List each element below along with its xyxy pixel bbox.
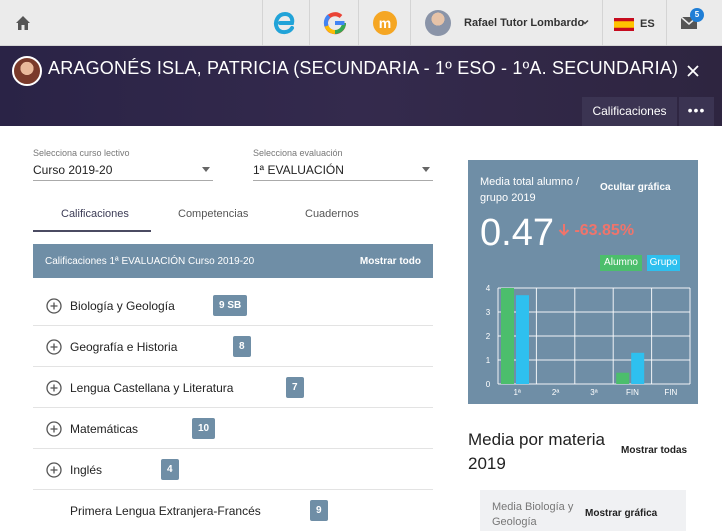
average-chart-card: Media total alumno / grupo 2019 Ocultar …	[468, 160, 698, 404]
tab-calificaciones-header[interactable]: Calificaciones	[582, 97, 677, 126]
y-tick-label: 0	[486, 380, 491, 389]
tab-cuadernos[interactable]: Cuadernos	[305, 208, 359, 220]
x-tick-label: 2ª	[552, 388, 559, 397]
bar-grupo	[516, 295, 529, 384]
user-avatar[interactable]	[425, 10, 451, 36]
mail-count-badge: 5	[690, 8, 704, 22]
course-select-underline	[33, 180, 213, 181]
x-tick-label: FIN	[664, 388, 677, 397]
grades-table-header: Calificaciones 1ª EVALUACIÓN Curso 2019-…	[33, 244, 433, 278]
change-percent: -63.85%	[558, 222, 634, 240]
expand-plus-icon[interactable]	[46, 462, 62, 478]
student-avatar	[12, 56, 42, 86]
separator	[262, 0, 263, 46]
subject-average-card-title: Media Biología y Geología	[492, 501, 574, 528]
y-tick-label: 2	[486, 332, 491, 341]
caret-down-icon[interactable]	[422, 167, 430, 172]
top-bar: m Rafael Tutor Lombardo ES 5	[0, 0, 722, 46]
separator	[602, 0, 603, 46]
y-tick-label: 1	[486, 356, 491, 365]
subject-name: Biología y Geología	[70, 299, 175, 313]
subject-name: Inglés	[70, 463, 103, 477]
expand-plus-icon[interactable]	[46, 339, 62, 355]
grade-badge: 10	[192, 418, 216, 439]
separator	[666, 0, 667, 46]
course-select[interactable]: Curso 2019-20	[33, 163, 113, 177]
expand-plus-icon[interactable]	[46, 380, 62, 396]
average-value: 0.47	[480, 212, 554, 254]
change-percent-value: -63.85%	[574, 222, 635, 239]
card-title: Media total alumno / grupo 2019	[480, 176, 580, 204]
separator	[410, 0, 411, 46]
subject-name: Geografía e Historia	[70, 340, 178, 354]
subject-name: Matemáticas	[70, 422, 139, 436]
legend-alumno[interactable]: Alumno	[600, 255, 642, 271]
svg-text:m: m	[379, 15, 391, 31]
caret-down-icon[interactable]	[202, 167, 210, 172]
grade-badge: 9 SB	[213, 295, 248, 316]
eval-select[interactable]: 1ª EVALUACIÓN	[253, 163, 344, 177]
tab-calificaciones[interactable]: Calificaciones	[61, 208, 129, 220]
table-row[interactable]: Inglés 4	[33, 449, 433, 490]
table-row[interactable]: Lengua Castellana y Literatura 7	[33, 367, 433, 408]
average-bar-chart: 0 1 2 3 4 1ª 2ª 3ª FIN FIN	[486, 284, 691, 397]
home-icon[interactable]	[14, 14, 32, 32]
arrow-down-icon	[558, 224, 570, 236]
google-icon[interactable]	[321, 9, 349, 37]
user-name[interactable]: Rafael Tutor Lombardo	[464, 17, 585, 29]
course-select-label: Selecciona curso lectivo	[33, 148, 130, 158]
show-chart-button[interactable]: Mostrar gráfica	[585, 508, 658, 519]
separator	[358, 0, 359, 46]
student-name: ARAGONÉS ISLA, PATRICIA (SECUNDARIA - 1º…	[48, 58, 679, 78]
expand-plus-icon[interactable]	[46, 298, 62, 314]
y-tick-label: 4	[486, 284, 491, 293]
y-tick-label: 3	[486, 308, 491, 317]
grade-badge: 4	[161, 459, 179, 480]
bar-alumno	[616, 372, 630, 384]
student-header: ARAGONÉS ISLA, PATRICIA (SECUNDARIA - 1º…	[0, 46, 722, 126]
show-all-subjects-button[interactable]: Mostrar todas	[621, 445, 688, 456]
active-tab-indicator	[33, 230, 151, 232]
x-tick-label: 1ª	[513, 388, 520, 397]
edvoice-icon[interactable]	[271, 9, 299, 37]
language-selector[interactable]: ES	[640, 18, 655, 30]
table-row[interactable]: Geografía e Historia 8	[33, 326, 433, 367]
subject-average-title: Media por materia 2019	[468, 430, 606, 473]
x-tick-label: FIN	[626, 388, 639, 397]
table-row[interactable]: Matemáticas 10	[33, 408, 433, 449]
legend-grupo[interactable]: Grupo	[647, 255, 680, 271]
bar-alumno	[501, 288, 514, 384]
eval-select-label: Selecciona evaluación	[253, 148, 343, 158]
grade-badge: 8	[233, 336, 251, 357]
hide-chart-button[interactable]: Ocultar gráfica	[600, 182, 671, 193]
grades-table-title: Calificaciones 1ª EVALUACIÓN Curso 2019-…	[45, 256, 255, 267]
close-icon[interactable]	[686, 64, 700, 78]
bar-grupo	[631, 352, 645, 384]
spain-flag-icon[interactable]	[614, 18, 634, 31]
expand-plus-icon[interactable]	[46, 421, 62, 437]
subject-average-card: Media Biología y Geología Mostrar gráfic…	[480, 490, 686, 531]
chevron-down-icon[interactable]	[580, 17, 590, 27]
subject-name: Lengua Castellana y Literatura	[70, 381, 234, 395]
separator	[309, 0, 310, 46]
table-row[interactable]: Biología y Geología 9 SB	[33, 285, 433, 326]
grade-badge: 9	[310, 500, 328, 521]
table-row[interactable]: Primera Lengua Extranjera-Francés 9	[33, 490, 433, 531]
x-tick-label: 3ª	[590, 388, 597, 397]
tab-competencias[interactable]: Competencias	[178, 208, 249, 220]
show-all-button[interactable]: Mostrar todo	[359, 256, 421, 267]
more-options-button[interactable]: •••	[679, 97, 714, 126]
eval-select-underline	[253, 180, 433, 181]
grade-badge: 7	[286, 377, 304, 398]
subject-name: Primera Lengua Extranjera-Francés	[70, 504, 261, 518]
m-app-icon[interactable]: m	[371, 9, 399, 37]
